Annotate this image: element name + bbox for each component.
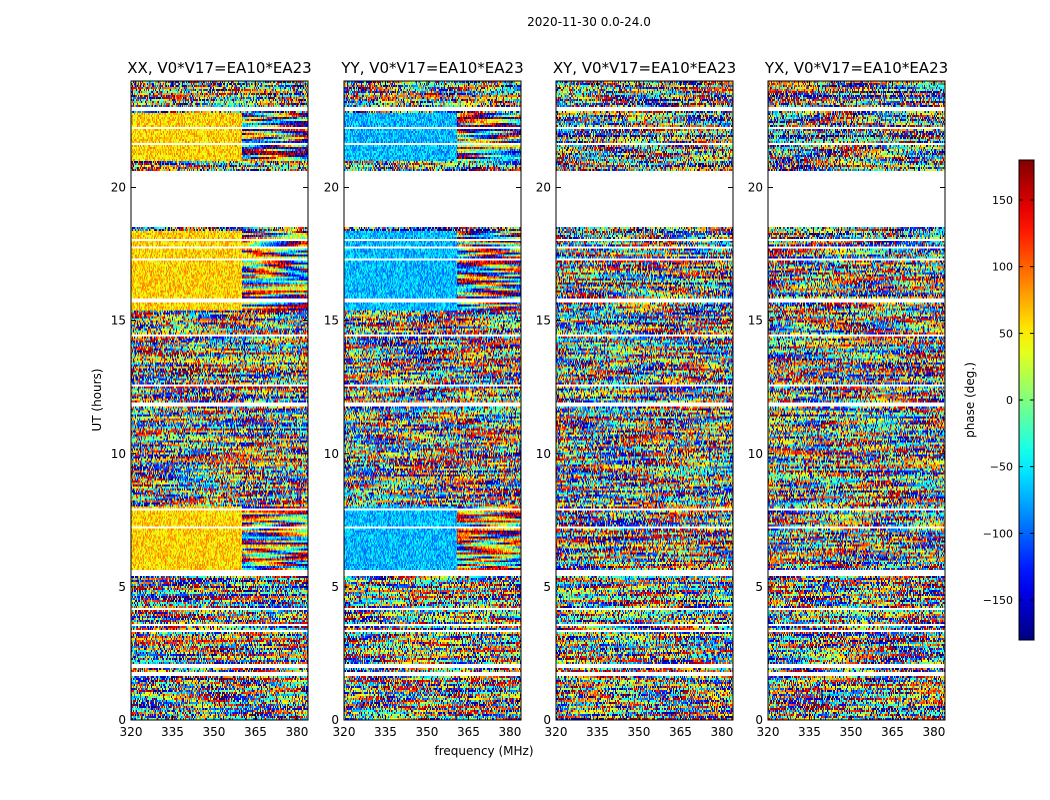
panel-4: YX, V0*V17=EA10*EA23 0 5 10 15 20 320 335 350 365…	[748, 59, 948, 739]
x-tick-label: 380	[922, 725, 945, 739]
x-tick-label: 380	[498, 725, 521, 739]
x-tick-label: 350	[203, 725, 226, 739]
y-tick-label: 15	[324, 314, 339, 328]
x-tick-label: 320	[545, 725, 568, 739]
x-tick-label: 335	[586, 725, 609, 739]
colorbar-tick-label: 150	[992, 194, 1013, 207]
x-tick-label: 335	[161, 725, 184, 739]
y-tick-label: 20	[111, 181, 126, 195]
panel-title: XX, V0*V17=EA10*EA23	[127, 59, 311, 77]
phase-waterfall-image	[768, 81, 945, 720]
x-tick-label: 320	[333, 725, 356, 739]
panel-title: YY, V0*V17=EA10*EA23	[340, 59, 523, 77]
x-tick-label: 320	[757, 725, 780, 739]
panel-2: YY, V0*V17=EA10*EA23 0 5 10 15 20 320 335 350 365…	[324, 59, 524, 739]
colorbar-tick-label: −50	[990, 461, 1013, 474]
x-tick-label: 365	[244, 725, 267, 739]
y-tick-label: 15	[748, 314, 763, 328]
phase-waterfall-image	[556, 81, 733, 720]
y-tick-label: 15	[536, 314, 551, 328]
y-tick-label: 10	[111, 447, 126, 461]
colorbar-tick-label: 100	[992, 261, 1013, 274]
y-tick-label: 5	[755, 580, 763, 594]
y-tick-label: 5	[331, 580, 339, 594]
panel-frame	[767, 80, 946, 721]
colorbar-tick-label: 0	[1006, 394, 1013, 407]
x-axis-label: frequency (MHz)	[434, 744, 533, 758]
x-tick-label: 380	[710, 725, 733, 739]
panel-1: XX, V0*V17=EA10*EA23 0 5 10 15 20 320 335 350 365…	[111, 59, 312, 739]
x-tick-label: 380	[285, 725, 308, 739]
panels-layer: XX, V0*V17=EA10*EA23 0 5 10 15 20 320 335 350 365…	[111, 59, 948, 739]
x-tick-label: 350	[840, 725, 863, 739]
x-tick-label: 335	[798, 725, 821, 739]
x-tick-label: 335	[374, 725, 397, 739]
colorbar-tick-label: −150	[983, 594, 1013, 607]
colorbar-label: phase (deg.)	[963, 362, 977, 438]
y-tick-label: 0	[755, 713, 763, 727]
y-tick-label: 20	[748, 181, 763, 195]
panel-frame	[130, 80, 309, 721]
panel-frame	[555, 80, 734, 721]
y-axis-label: UT (hours)	[90, 368, 104, 431]
phase-waterfall-image	[131, 81, 308, 720]
x-tick-label: 365	[881, 725, 904, 739]
colorbar: −150 −100 −50 0 50 100 150	[983, 159, 1035, 641]
x-tick-label: 350	[416, 725, 439, 739]
y-tick-label: 0	[118, 713, 126, 727]
y-tick-label: 20	[324, 181, 339, 195]
y-tick-label: 20	[536, 181, 551, 195]
y-tick-label: 5	[543, 580, 551, 594]
colorbar-tick-label: −100	[983, 527, 1013, 540]
x-tick-label: 350	[628, 725, 651, 739]
panel-title: YX, V0*V17=EA10*EA23	[764, 59, 948, 77]
y-tick-label: 5	[118, 580, 126, 594]
y-tick-label: 10	[536, 447, 551, 461]
panel-title: XY, V0*V17=EA10*EA23	[553, 59, 736, 77]
y-tick-label: 10	[748, 447, 763, 461]
colorbar-tick-label: 50	[999, 327, 1013, 340]
x-tick-label: 365	[669, 725, 692, 739]
panel-3: XY, V0*V17=EA10*EA23 0 5 10 15 20 320 335 350 365…	[536, 59, 736, 739]
phase-waterfall-image	[344, 81, 521, 720]
figure-suptitle: 2020-11-30 0.0-24.0	[527, 15, 651, 29]
y-tick-label: 0	[543, 713, 551, 727]
y-tick-label: 15	[111, 314, 126, 328]
panel-frame	[343, 80, 522, 721]
x-tick-label: 365	[457, 725, 480, 739]
y-tick-label: 0	[331, 713, 339, 727]
y-tick-label: 10	[324, 447, 339, 461]
x-tick-label: 320	[120, 725, 143, 739]
